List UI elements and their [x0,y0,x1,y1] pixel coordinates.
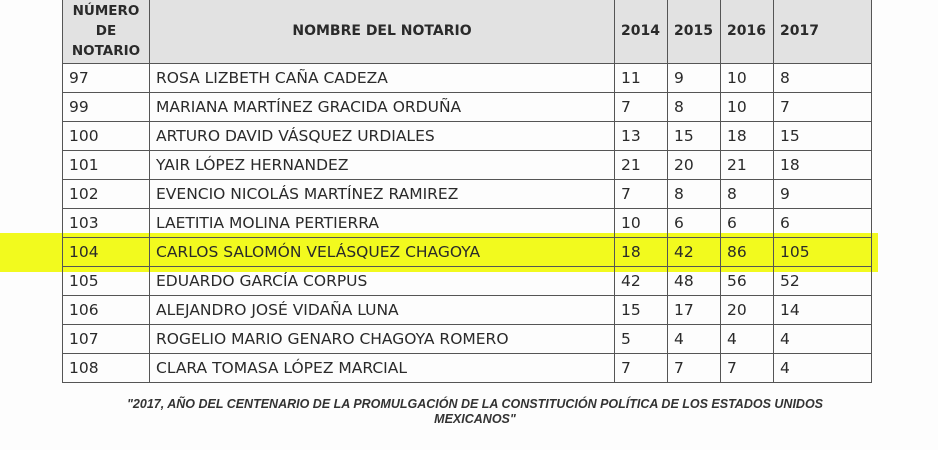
table-row: 107 ROGELIO MARIO GENARO CHAGOYA ROMERO 5 4… [62,324,872,354]
cell-2017: 6 [773,208,872,238]
cell-2017: 15 [773,121,872,151]
cell-number: 107 [62,324,150,354]
cell-2016: 20 [720,295,774,325]
header-2014: 2014 [614,0,668,64]
cell-2015: 20 [667,150,721,180]
cell-name: YAIR LÓPEZ HERNANDEZ [149,150,615,180]
cell-name: EDUARDO GARCÍA CORPUS [149,266,615,296]
header-2016: 2016 [720,0,774,64]
cell-2017: 4 [773,353,872,383]
footer-line-1: "2017, AÑO DEL CENTENARIO DE LA PROMULGA… [126,397,824,411]
cell-2014: 11 [614,63,668,93]
header-line: NÚMERO [72,3,140,19]
header-line: DE [95,23,117,39]
cell-number: 104 [62,237,150,267]
cell-2015: 48 [667,266,721,296]
cell-2017: 52 [773,266,872,296]
header-line: NOTARIO [71,43,141,59]
cell-number: 99 [62,92,150,122]
cell-2014: 13 [614,121,668,151]
cell-2017: 8 [773,63,872,93]
table-row: 105 EDUARDO GARCÍA CORPUS 42 48 56 52 [62,266,872,296]
cell-2015: 15 [667,121,721,151]
cell-2016: 86 [720,237,774,267]
cell-2016: 6 [720,208,774,238]
cell-2016: 21 [720,150,774,180]
cell-2015: 8 [667,179,721,209]
cell-number: 108 [62,353,150,383]
table-row: 108 CLARA TOMASA LÓPEZ MARCIAL 7 7 7 4 [62,353,872,383]
cell-number: 101 [62,150,150,180]
cell-2014: 42 [614,266,668,296]
notary-table: NÚMERO DE NOTARIO NOMBRE DEL NOTARIO 201… [62,0,872,383]
cell-2014: 7 [614,353,668,383]
header-notary-number: NÚMERO DE NOTARIO [62,0,150,64]
cell-2016: 10 [720,92,774,122]
cell-2017: 4 [773,324,872,354]
cell-2016: 4 [720,324,774,354]
cell-number: 103 [62,208,150,238]
cell-number: 105 [62,266,150,296]
cell-2015: 9 [667,63,721,93]
table-row: 102 EVENCIO NICOLÁS MARTÍNEZ RAMIREZ 7 8 8 9 [62,179,872,209]
cell-2017: 14 [773,295,872,325]
cell-2015: 8 [667,92,721,122]
cell-name: ARTURO DAVID VÁSQUEZ URDIALES [149,121,615,151]
cell-name: ROSA LIZBETH CAÑA CADEZA [149,63,615,93]
cell-2016: 56 [720,266,774,296]
cell-2014: 21 [614,150,668,180]
cell-2014: 7 [614,92,668,122]
cell-2016: 18 [720,121,774,151]
cell-number: 102 [62,179,150,209]
table-row: 99 MARIANA MARTÍNEZ GRACIDA ORDUÑA 7 8 10 7 [62,92,872,122]
cell-2014: 15 [614,295,668,325]
cell-2015: 17 [667,295,721,325]
table-row: 97 ROSA LIZBETH CAÑA CADEZA 11 9 10 8 [62,63,872,93]
header-notary-name: NOMBRE DEL NOTARIO [149,0,615,64]
footer-motto: "2017, AÑO DEL CENTENARIO DE LA PROMULGA… [60,397,890,427]
cell-name: LAETITIA MOLINA PERTIERRA [149,208,615,238]
cell-2017: 9 [773,179,872,209]
cell-2014: 7 [614,179,668,209]
cell-number: 100 [62,121,150,151]
table-row: 106 ALEJANDRO JOSÉ VIDAÑA LUNA 15 17 20 14 [62,295,872,325]
cell-2015: 7 [667,353,721,383]
cell-name: CARLOS SALOMÓN VELÁSQUEZ CHAGOYA [149,237,615,267]
cell-2016: 7 [720,353,774,383]
cell-2015: 42 [667,237,721,267]
table-row: 101 YAIR LÓPEZ HERNANDEZ 21 20 21 18 [62,150,872,180]
cell-2014: 5 [614,324,668,354]
cell-2016: 10 [720,63,774,93]
table-row: 104 CARLOS SALOMÓN VELÁSQUEZ CHAGOYA 18 42 8… [62,237,872,267]
cell-name: ROGELIO MARIO GENARO CHAGOYA ROMERO [149,324,615,354]
cell-2017: 105 [773,237,872,267]
header-2015: 2015 [667,0,721,64]
table-row: 103 LAETITIA MOLINA PERTIERRA 10 6 6 6 [62,208,872,238]
cell-number: 106 [62,295,150,325]
cell-2015: 4 [667,324,721,354]
cell-name: EVENCIO NICOLÁS MARTÍNEZ RAMIREZ [149,179,615,209]
cell-2014: 10 [614,208,668,238]
table-row: 100 ARTURO DAVID VÁSQUEZ URDIALES 13 15 18 15 [62,121,872,151]
cell-2015: 6 [667,208,721,238]
cell-2017: 18 [773,150,872,180]
cell-2017: 7 [773,92,872,122]
cell-name: CLARA TOMASA LÓPEZ MARCIAL [149,353,615,383]
footer-line-2: MEXICANOS" [434,412,516,426]
cell-name: MARIANA MARTÍNEZ GRACIDA ORDUÑA [149,92,615,122]
cell-2016: 8 [720,179,774,209]
header-2017: 2017 [773,0,872,64]
cell-2014: 18 [614,237,668,267]
cell-number: 97 [62,63,150,93]
cell-name: ALEJANDRO JOSÉ VIDAÑA LUNA [149,295,615,325]
header-row: NÚMERO DE NOTARIO NOMBRE DEL NOTARIO 201… [62,0,872,64]
